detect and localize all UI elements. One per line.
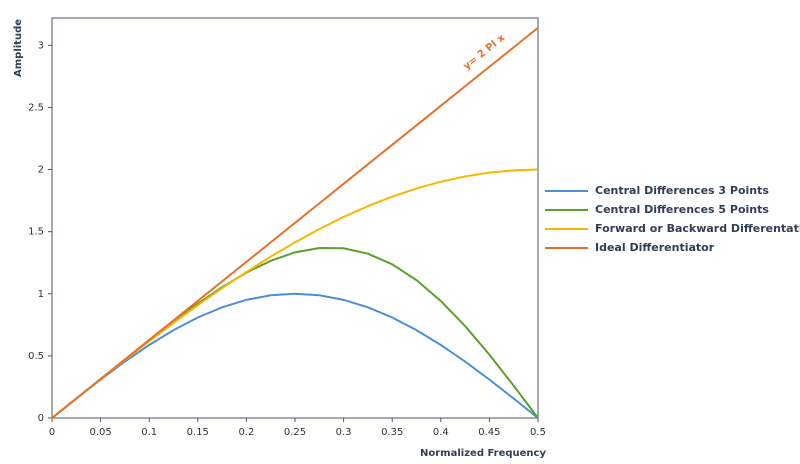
y-tick-label: 2 bbox=[38, 165, 44, 176]
legend-label: Central Differences 3 Points bbox=[595, 184, 769, 197]
x-tick-label: 0.1 bbox=[141, 427, 157, 438]
series-line bbox=[51, 292, 539, 419]
legend-label: Central Differences 5 Points bbox=[595, 203, 769, 216]
series-line bbox=[51, 247, 539, 419]
y-tick-label: 1 bbox=[38, 289, 44, 300]
x-tick-label: 0.15 bbox=[187, 427, 209, 438]
y-axis-title: Amplitude bbox=[13, 19, 24, 77]
annotation: y= 2 PI x bbox=[461, 32, 507, 72]
x-tick-label: 0.2 bbox=[238, 427, 254, 438]
legend-label: Forward or Backward Differentation bbox=[595, 222, 800, 235]
x-tick-label: 0.4 bbox=[433, 427, 449, 438]
y-tick-label: 1.5 bbox=[28, 227, 44, 238]
x-tick-label: 0.05 bbox=[89, 427, 111, 438]
y-tick-label: 0.5 bbox=[28, 351, 44, 362]
legend-label: Ideal Differentiator bbox=[595, 241, 715, 254]
x-tick-label: 0.5 bbox=[530, 427, 546, 438]
x-tick-label: 0.45 bbox=[478, 427, 500, 438]
series-line bbox=[51, 26, 539, 419]
y-tick-label: 3 bbox=[38, 40, 44, 51]
plot-frame bbox=[51, 17, 539, 419]
y-tick-label: 0 bbox=[38, 413, 44, 424]
y-tick-label: 2.5 bbox=[28, 102, 44, 113]
x-tick-label: 0 bbox=[49, 427, 55, 438]
x-axis-title: Normalized Frequency bbox=[420, 448, 546, 459]
x-tick-label: 0.3 bbox=[336, 427, 352, 438]
x-tick-label: 0.35 bbox=[381, 427, 403, 438]
x-tick-label: 0.25 bbox=[284, 427, 306, 438]
